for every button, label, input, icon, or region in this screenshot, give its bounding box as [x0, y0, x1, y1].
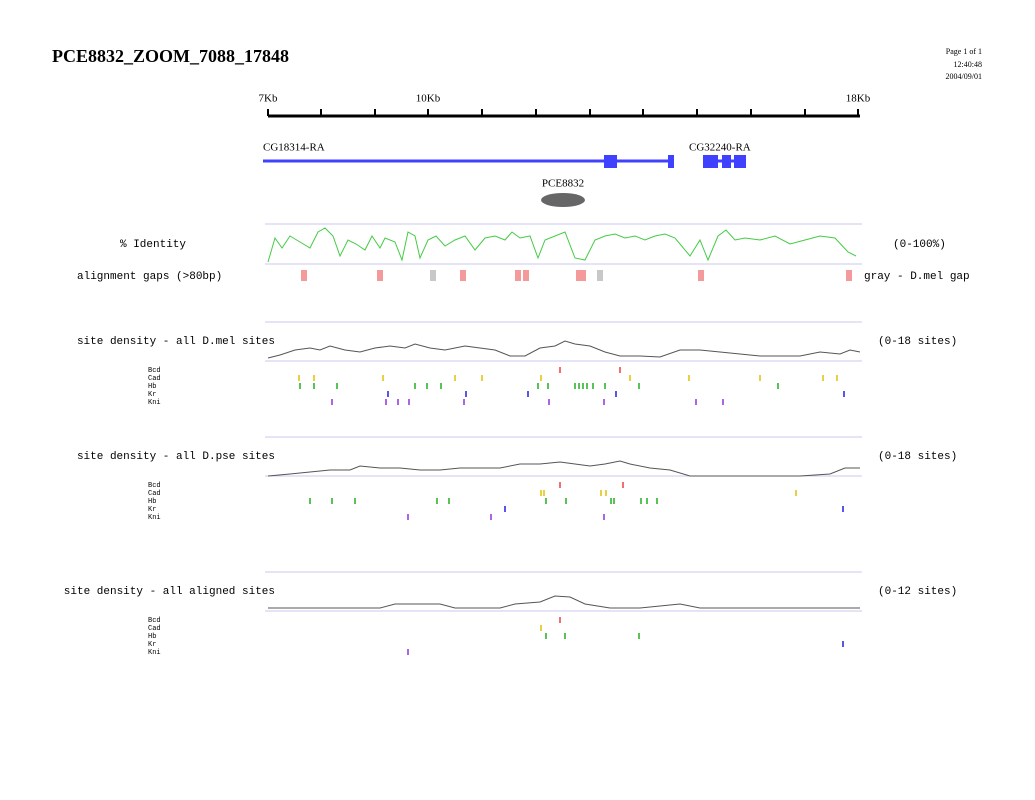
gap-block: [698, 270, 704, 281]
identity-curve: [267, 227, 857, 263]
gap-block: [430, 270, 436, 281]
factor-label: Kr: [148, 391, 156, 399]
section-range: (0-12 sites): [878, 586, 957, 598]
exon: [604, 155, 617, 168]
gap-block: [377, 270, 383, 281]
genes: CG18314-RA CG32240-RA PCE8832: [263, 142, 751, 207]
time: 12:40:48: [954, 60, 982, 69]
date: 2004/09/01: [946, 72, 982, 81]
gene-label: CG18314-RA: [263, 142, 325, 154]
exon: [703, 155, 718, 168]
density-curve: [267, 460, 860, 477]
gap-block: [523, 270, 529, 281]
page-number: Page 1 of 1: [946, 47, 982, 56]
factor-label: Bcd: [148, 367, 161, 375]
exon: [722, 155, 731, 168]
exon: [734, 155, 746, 168]
track-note: gray - D.mel gap: [864, 271, 970, 283]
ruler-label: 7Kb: [259, 93, 278, 105]
factor-label: Kr: [148, 641, 156, 649]
element-label: PCE8832: [542, 178, 584, 190]
factor-label: Bcd: [148, 617, 161, 625]
ruler-label: 18Kb: [846, 93, 871, 105]
factor-label: Bcd: [148, 482, 161, 490]
factor-label: Hb: [148, 383, 156, 391]
ruler: 7Kb 10Kb 18Kb: [259, 93, 871, 118]
section-range: (0-18 sites): [878, 451, 957, 463]
identity-track: % Identity (0-100%): [120, 223, 946, 265]
density-curve: [267, 340, 861, 359]
factor-label: Hb: [148, 498, 156, 506]
factor-label: Cad: [148, 490, 161, 498]
factor-label: Hb: [148, 633, 156, 641]
factor-label: Kni: [148, 649, 161, 657]
gap-block: [301, 270, 307, 281]
gap-block: [597, 270, 603, 281]
track-label: alignment gaps (>80bp): [77, 271, 222, 283]
sections: site density - all D.mel sites (0-18 site…: [64, 321, 957, 657]
title: PCE8832_ZOOM_7088_17848: [52, 46, 289, 66]
factor-label: Cad: [148, 375, 161, 383]
track-label: % Identity: [120, 239, 186, 251]
density-curve: [268, 595, 860, 609]
section-label: site density - all D.pse sites: [77, 451, 275, 463]
section-label: site density - all D.mel sites: [77, 336, 275, 348]
gap-block: [576, 270, 586, 281]
section-range: (0-18 sites): [878, 336, 957, 348]
factor-label: Kni: [148, 514, 161, 522]
factor-label: Cad: [148, 625, 161, 633]
exon: [668, 155, 674, 168]
gene-label: CG32240-RA: [689, 142, 751, 154]
gap-block: [515, 270, 521, 281]
gap-block: [460, 270, 466, 281]
factor-label: Kni: [148, 399, 161, 407]
gap-block: [846, 270, 852, 281]
element: [541, 193, 585, 207]
section-label: site density - all aligned sites: [64, 586, 275, 598]
factor-label: Kr: [148, 506, 156, 514]
track-range: (0-100%): [893, 239, 946, 251]
ruler-label: 10Kb: [416, 93, 441, 105]
gaps-track: alignment gaps (>80bp) gray - D.mel gap: [77, 270, 970, 283]
